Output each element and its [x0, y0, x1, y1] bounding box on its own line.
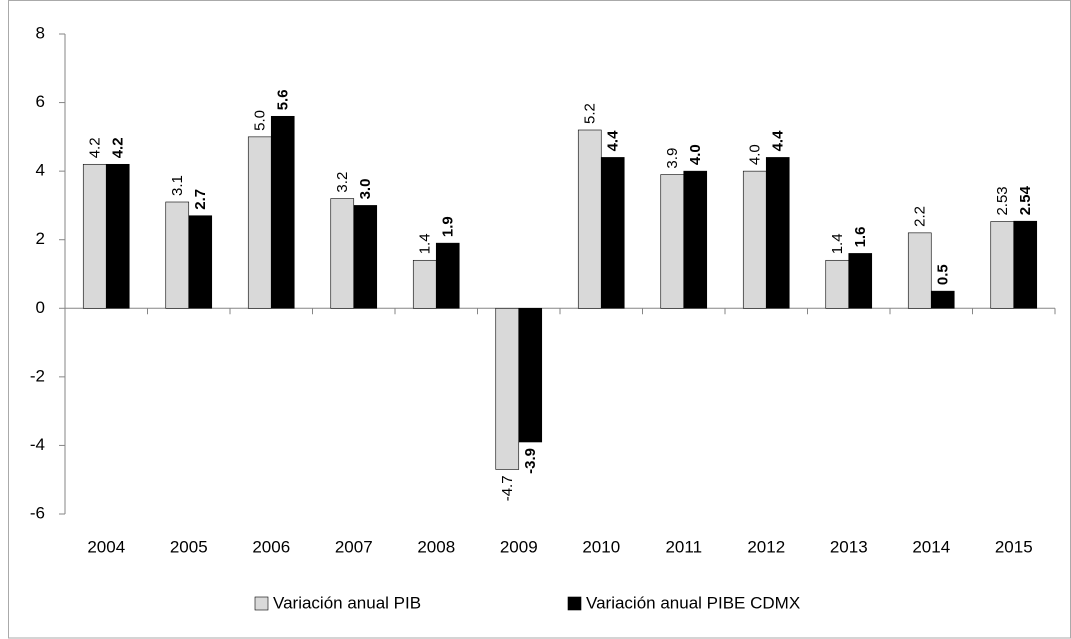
y-tick-label: 2 [36, 229, 45, 248]
legend-swatch [567, 596, 582, 611]
bar [495, 307, 520, 470]
bar [990, 221, 1015, 309]
value-label: 4.4 [770, 130, 787, 152]
value-label: 5.6 [275, 89, 292, 110]
bar [353, 205, 378, 309]
y-tick-label: 0 [36, 298, 45, 317]
x-tick-label: 2010 [582, 537, 620, 556]
x-tick-label: 2014 [912, 537, 950, 556]
bar [435, 242, 460, 309]
value-label: 1.4 [417, 233, 434, 254]
value-label: -4.7 [499, 475, 516, 501]
y-tick-label: 4 [36, 161, 45, 180]
value-label: 4.4 [605, 130, 622, 152]
legend-swatch [254, 596, 269, 611]
value-label: 4.0 [747, 144, 764, 165]
bar [577, 129, 602, 309]
legend-label: Variación anual PIBE CDMX [586, 593, 800, 612]
bar [247, 136, 272, 309]
bar [165, 201, 190, 309]
x-tick-label: 2009 [500, 537, 538, 556]
bar [848, 253, 873, 309]
legend-label: Variación anual PIB [273, 593, 421, 612]
value-label: 2.54 [1017, 185, 1034, 215]
x-tick-label: 2007 [335, 537, 373, 556]
bar [600, 157, 625, 309]
bar [1013, 220, 1038, 309]
value-label: 1.4 [829, 233, 846, 254]
y-tick-label: 6 [36, 92, 45, 111]
y-tick-label: -6 [30, 503, 45, 522]
x-tick-label: 2005 [170, 537, 208, 556]
value-label: 3.1 [169, 175, 186, 196]
bar [105, 163, 130, 309]
y-tick-label: -4 [30, 435, 45, 454]
bar [82, 163, 107, 309]
value-label: 4.2 [110, 137, 127, 158]
value-label: 5.2 [582, 103, 599, 124]
bar [765, 157, 790, 309]
x-tick-label: 2013 [830, 537, 868, 556]
x-tick-label: 2008 [417, 537, 455, 556]
value-label: 5.0 [252, 110, 269, 131]
bar [683, 170, 708, 309]
value-label: 4.2 [87, 137, 104, 158]
value-label: 2.53 [994, 186, 1011, 215]
bar [518, 307, 543, 443]
bar [188, 215, 213, 309]
bar [660, 174, 685, 309]
value-label: 1.6 [852, 227, 869, 248]
value-label: -3.9 [522, 448, 539, 474]
bar [412, 259, 437, 309]
value-label: 3.0 [357, 179, 374, 200]
bar [930, 290, 955, 309]
value-label: 3.9 [664, 148, 681, 169]
x-tick-label: 2006 [252, 537, 290, 556]
bar [270, 115, 295, 309]
y-tick-label: -2 [30, 366, 45, 385]
bar [825, 259, 850, 309]
value-label: 2.7 [192, 189, 209, 210]
x-tick-label: 2011 [665, 537, 702, 556]
value-label: 0.5 [935, 264, 952, 285]
value-label: 3.2 [334, 172, 351, 193]
bar [907, 232, 932, 309]
y-tick-label: 8 [36, 23, 45, 42]
x-tick-label: 2015 [995, 537, 1033, 556]
x-tick-label: 2012 [747, 537, 785, 556]
value-label: 4.0 [687, 144, 704, 165]
value-label: 2.2 [912, 206, 929, 227]
bar [742, 170, 767, 309]
value-label: 1.9 [440, 216, 457, 237]
x-tick-label: 2004 [87, 537, 125, 556]
bar [330, 198, 355, 309]
